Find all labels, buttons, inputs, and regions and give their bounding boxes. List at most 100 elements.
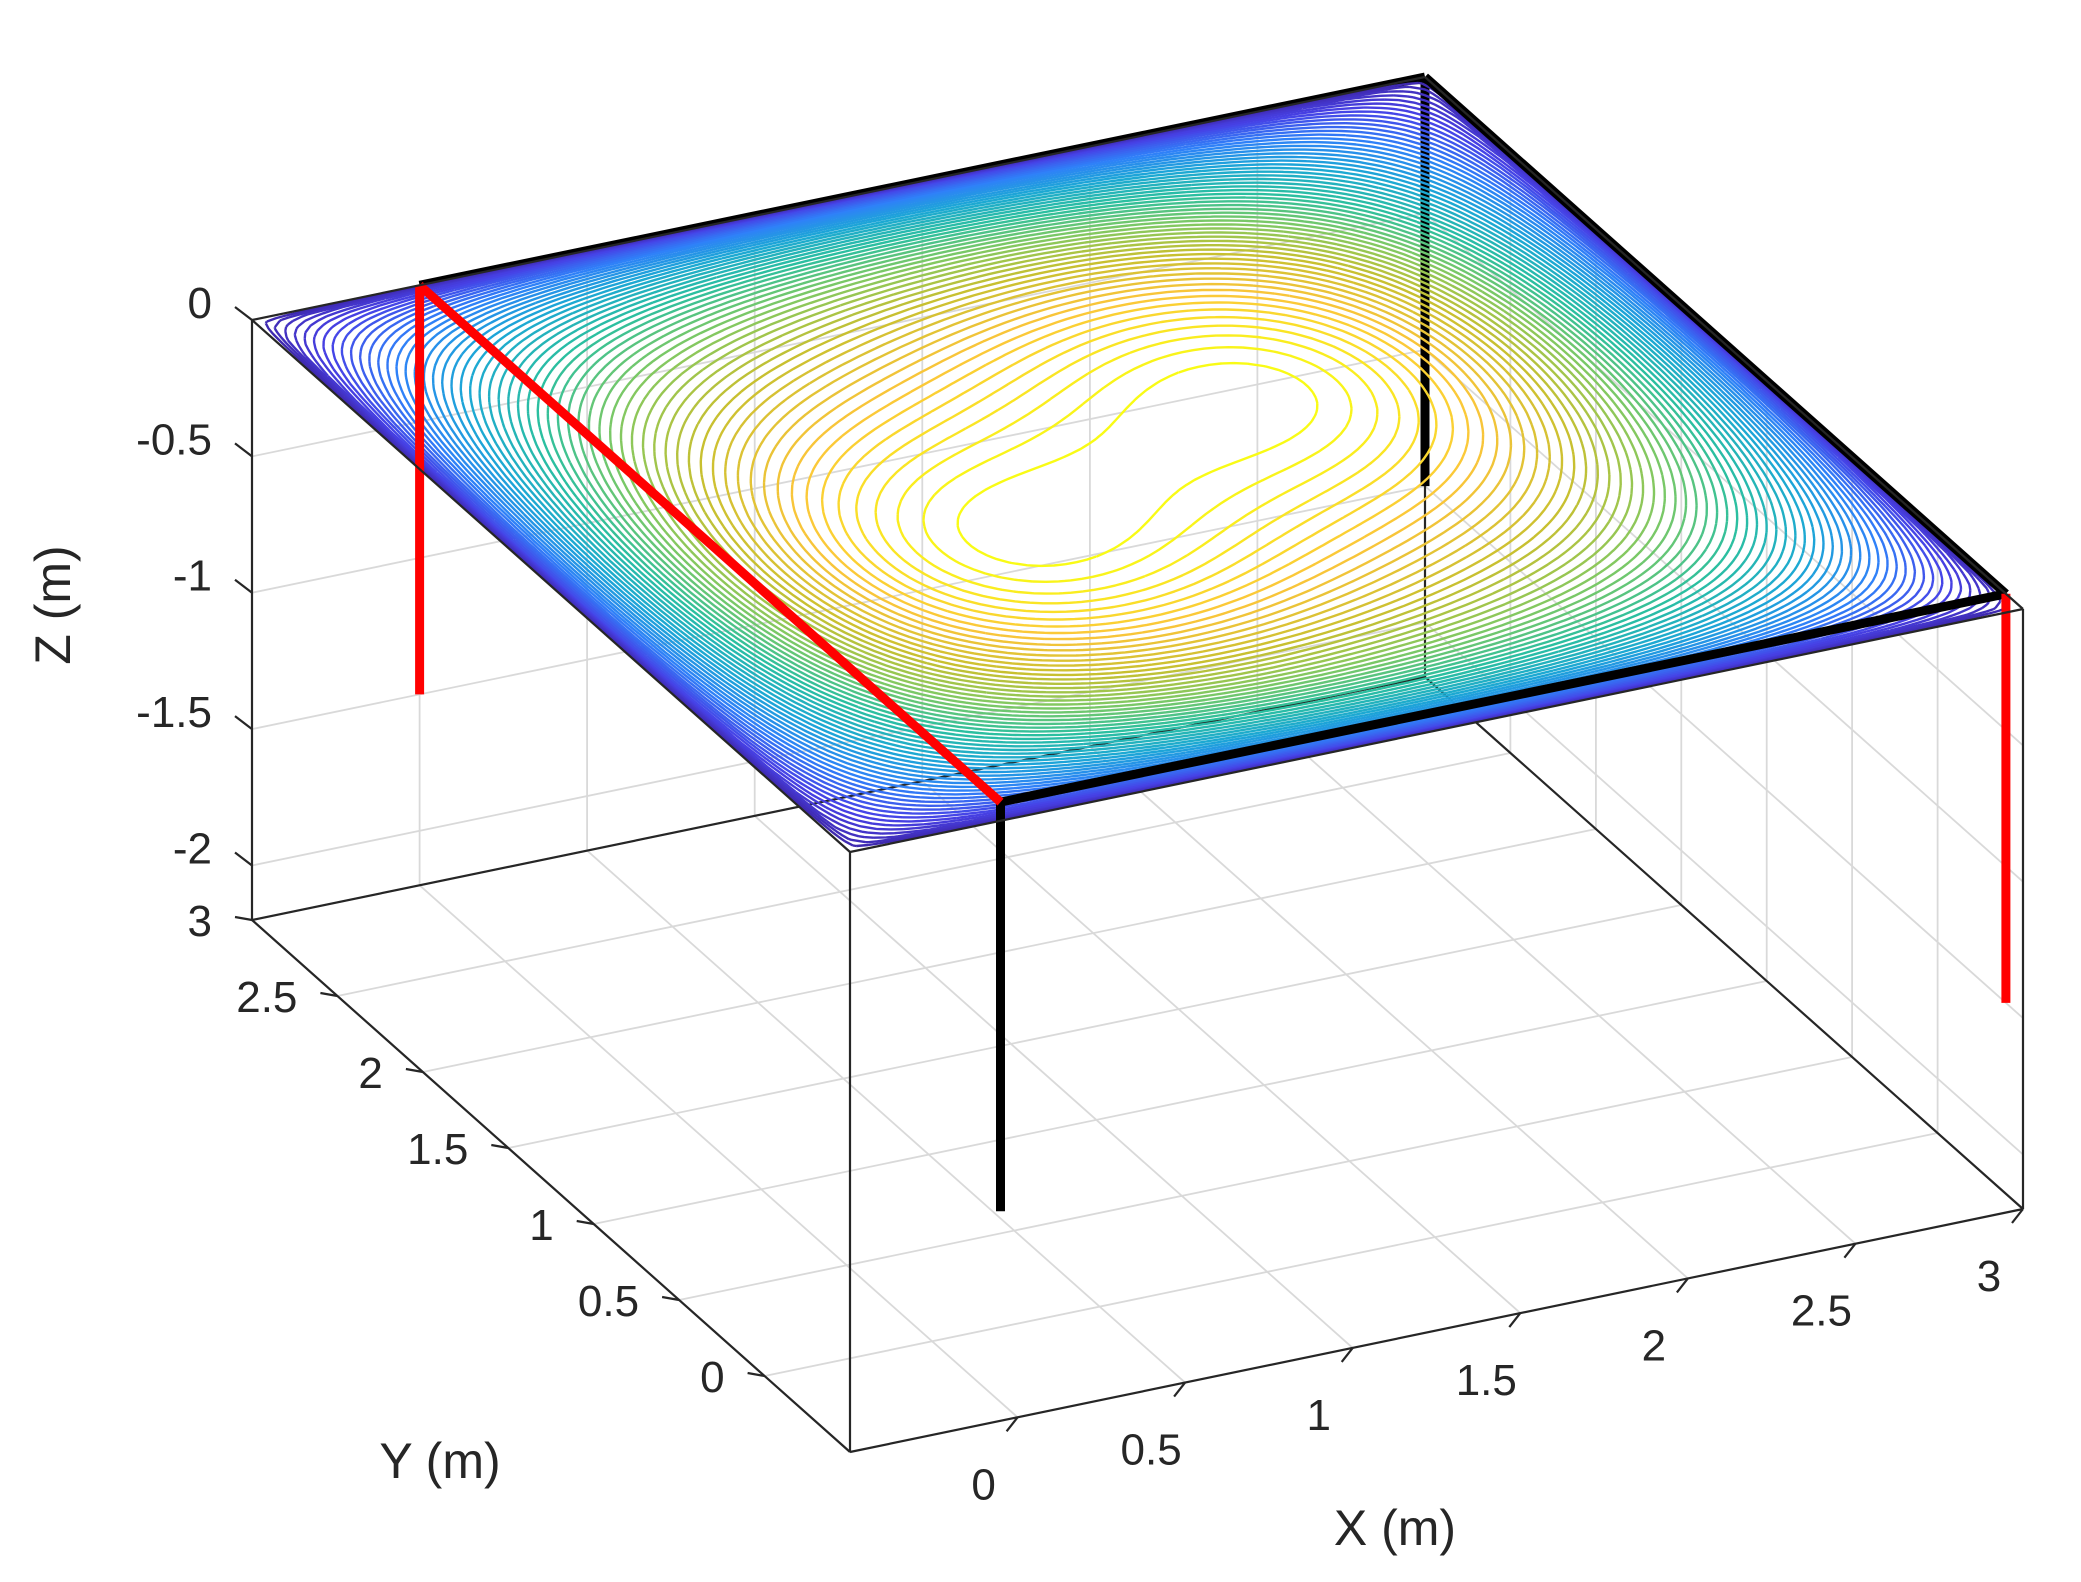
contour-level-32	[556, 200, 1719, 729]
grid-line-floor-x	[1256, 711, 1856, 1245]
x-tick-mark	[1340, 1347, 1354, 1363]
contour-level-44	[687, 248, 1588, 681]
contour-level-29	[526, 188, 1749, 741]
contour-level-42	[664, 239, 1611, 690]
z-tick-label: -0.5	[136, 415, 212, 464]
contour-level-55	[837, 308, 1438, 621]
contour-level-59	[922, 346, 1353, 583]
grid-line-floor-x	[419, 884, 1019, 1418]
contour-level-57	[874, 324, 1401, 605]
z-axis-label: Z (m)	[25, 545, 81, 664]
contour-level-41	[653, 235, 1622, 694]
grid-line-sidewall-z	[1424, 349, 2024, 883]
contour-level-10	[349, 118, 1926, 811]
y-tick-label: 2.5	[236, 973, 297, 1022]
box-edge-front	[849, 607, 2024, 854]
z-tick-mark	[234, 442, 253, 458]
contour-level-49	[749, 272, 1526, 657]
box-edge-front	[251, 75, 1426, 322]
contour-level-58	[896, 334, 1379, 595]
grid-line-floor-x	[586, 849, 1186, 1384]
contour-level-38	[619, 223, 1656, 706]
grid-line-floor-y	[678, 1056, 1853, 1301]
contour-level-21	[450, 159, 1825, 770]
contour-level-35	[587, 211, 1688, 718]
z-tick-label: -1	[173, 552, 212, 601]
axes-box-front	[250, 75, 2025, 1454]
y-tick-mark	[576, 1219, 594, 1226]
contour-level-36	[598, 215, 1677, 714]
y-tick-mark	[491, 1143, 509, 1150]
y-tick-mark	[405, 1067, 424, 1074]
contour-level-37	[609, 219, 1666, 710]
grid-line-floor-y	[764, 1132, 1938, 1377]
contour-level-6	[312, 102, 1963, 827]
contour-level-45	[699, 252, 1576, 677]
y-tick-label: 1	[529, 1201, 553, 1250]
contour-level-46	[711, 257, 1564, 672]
contour-level-9	[340, 114, 1935, 815]
x-tick-label: 1	[1306, 1391, 1330, 1440]
contour-level-48	[736, 267, 1539, 662]
contour-level-24	[478, 170, 1797, 759]
x-tick-mark	[1173, 1381, 1186, 1398]
contour-level-27	[507, 181, 1768, 748]
contour-level-33	[567, 203, 1708, 726]
y-axis-label: Y (m)	[379, 1433, 500, 1489]
x-tick-label: 0.5	[1121, 1426, 1182, 1475]
y-tick-label: 0	[700, 1353, 724, 1402]
contour-level-51	[776, 282, 1499, 647]
contour-level-43	[676, 244, 1599, 685]
grid-line-floor-y	[337, 752, 1511, 997]
x-tick-label: 3	[1977, 1252, 2001, 1301]
box-edge-front	[849, 1207, 2024, 1454]
contour-level-54	[820, 301, 1455, 628]
contour-level-25	[487, 174, 1788, 755]
z-tick-label: 0	[188, 279, 212, 328]
x-tick-mark	[1843, 1243, 1857, 1259]
z-tick-mark	[234, 851, 253, 867]
contour-level-53	[805, 294, 1470, 635]
grid-line-floor-y	[422, 828, 1597, 1073]
z-tick-mark	[234, 715, 253, 730]
contour-level-56	[855, 315, 1420, 614]
grid-line-floor-x	[754, 815, 1354, 1349]
contour-level-50	[762, 277, 1513, 652]
x-tick-mark	[1508, 1312, 1522, 1328]
y-tick-label: 0.5	[578, 1277, 639, 1326]
contour-level-40	[641, 231, 1634, 698]
contour-level-23	[469, 166, 1806, 763]
contour-level-28	[516, 185, 1759, 744]
y-tick-mark	[661, 1295, 680, 1302]
frame-member	[416, 281, 1004, 806]
y-tick-label: 1.5	[407, 1125, 468, 1174]
axis-ticks: 0 0.5 1 1.5 2 2.5 3 0 0.5 1 1.5 2 2.5 3 0 -0.5 -1 -1.5 -2	[136, 279, 2024, 1509]
grid-line-backwall-z	[251, 348, 1426, 594]
y-tick-mark	[747, 1371, 765, 1378]
grid-line-floor-x	[921, 780, 1521, 1314]
contour-level-31	[546, 196, 1729, 733]
grid-line-floor-y	[593, 980, 1767, 1225]
contour-lines	[264, 81, 2011, 848]
x-tick-label: 1.5	[1456, 1356, 1517, 1405]
x-tick-label: 2.5	[1791, 1287, 1852, 1336]
x-tick-mark	[2011, 1208, 2024, 1224]
contour-level-19	[431, 152, 1844, 777]
contour-level-26	[497, 177, 1778, 752]
contour-level-47	[724, 262, 1551, 667]
contour-level-60	[956, 361, 1319, 568]
x-tick-mark	[1676, 1277, 1689, 1294]
box-edge-front	[1424, 76, 2024, 610]
contour-level-52	[790, 288, 1485, 641]
y-tick-mark	[234, 915, 253, 922]
x-tick-label: 2	[1642, 1321, 1666, 1370]
x-tick-label: 0	[971, 1460, 995, 1509]
grid-line-sidewall-z	[1424, 485, 2024, 1019]
grid-line-floor-y	[508, 904, 1682, 1149]
y-tick-mark	[320, 991, 338, 998]
grid-line-floor-x	[1089, 745, 1689, 1280]
box-edge-front	[251, 319, 851, 853]
x-tick-mark	[1005, 1416, 1019, 1432]
box-edge-front	[251, 919, 851, 1453]
